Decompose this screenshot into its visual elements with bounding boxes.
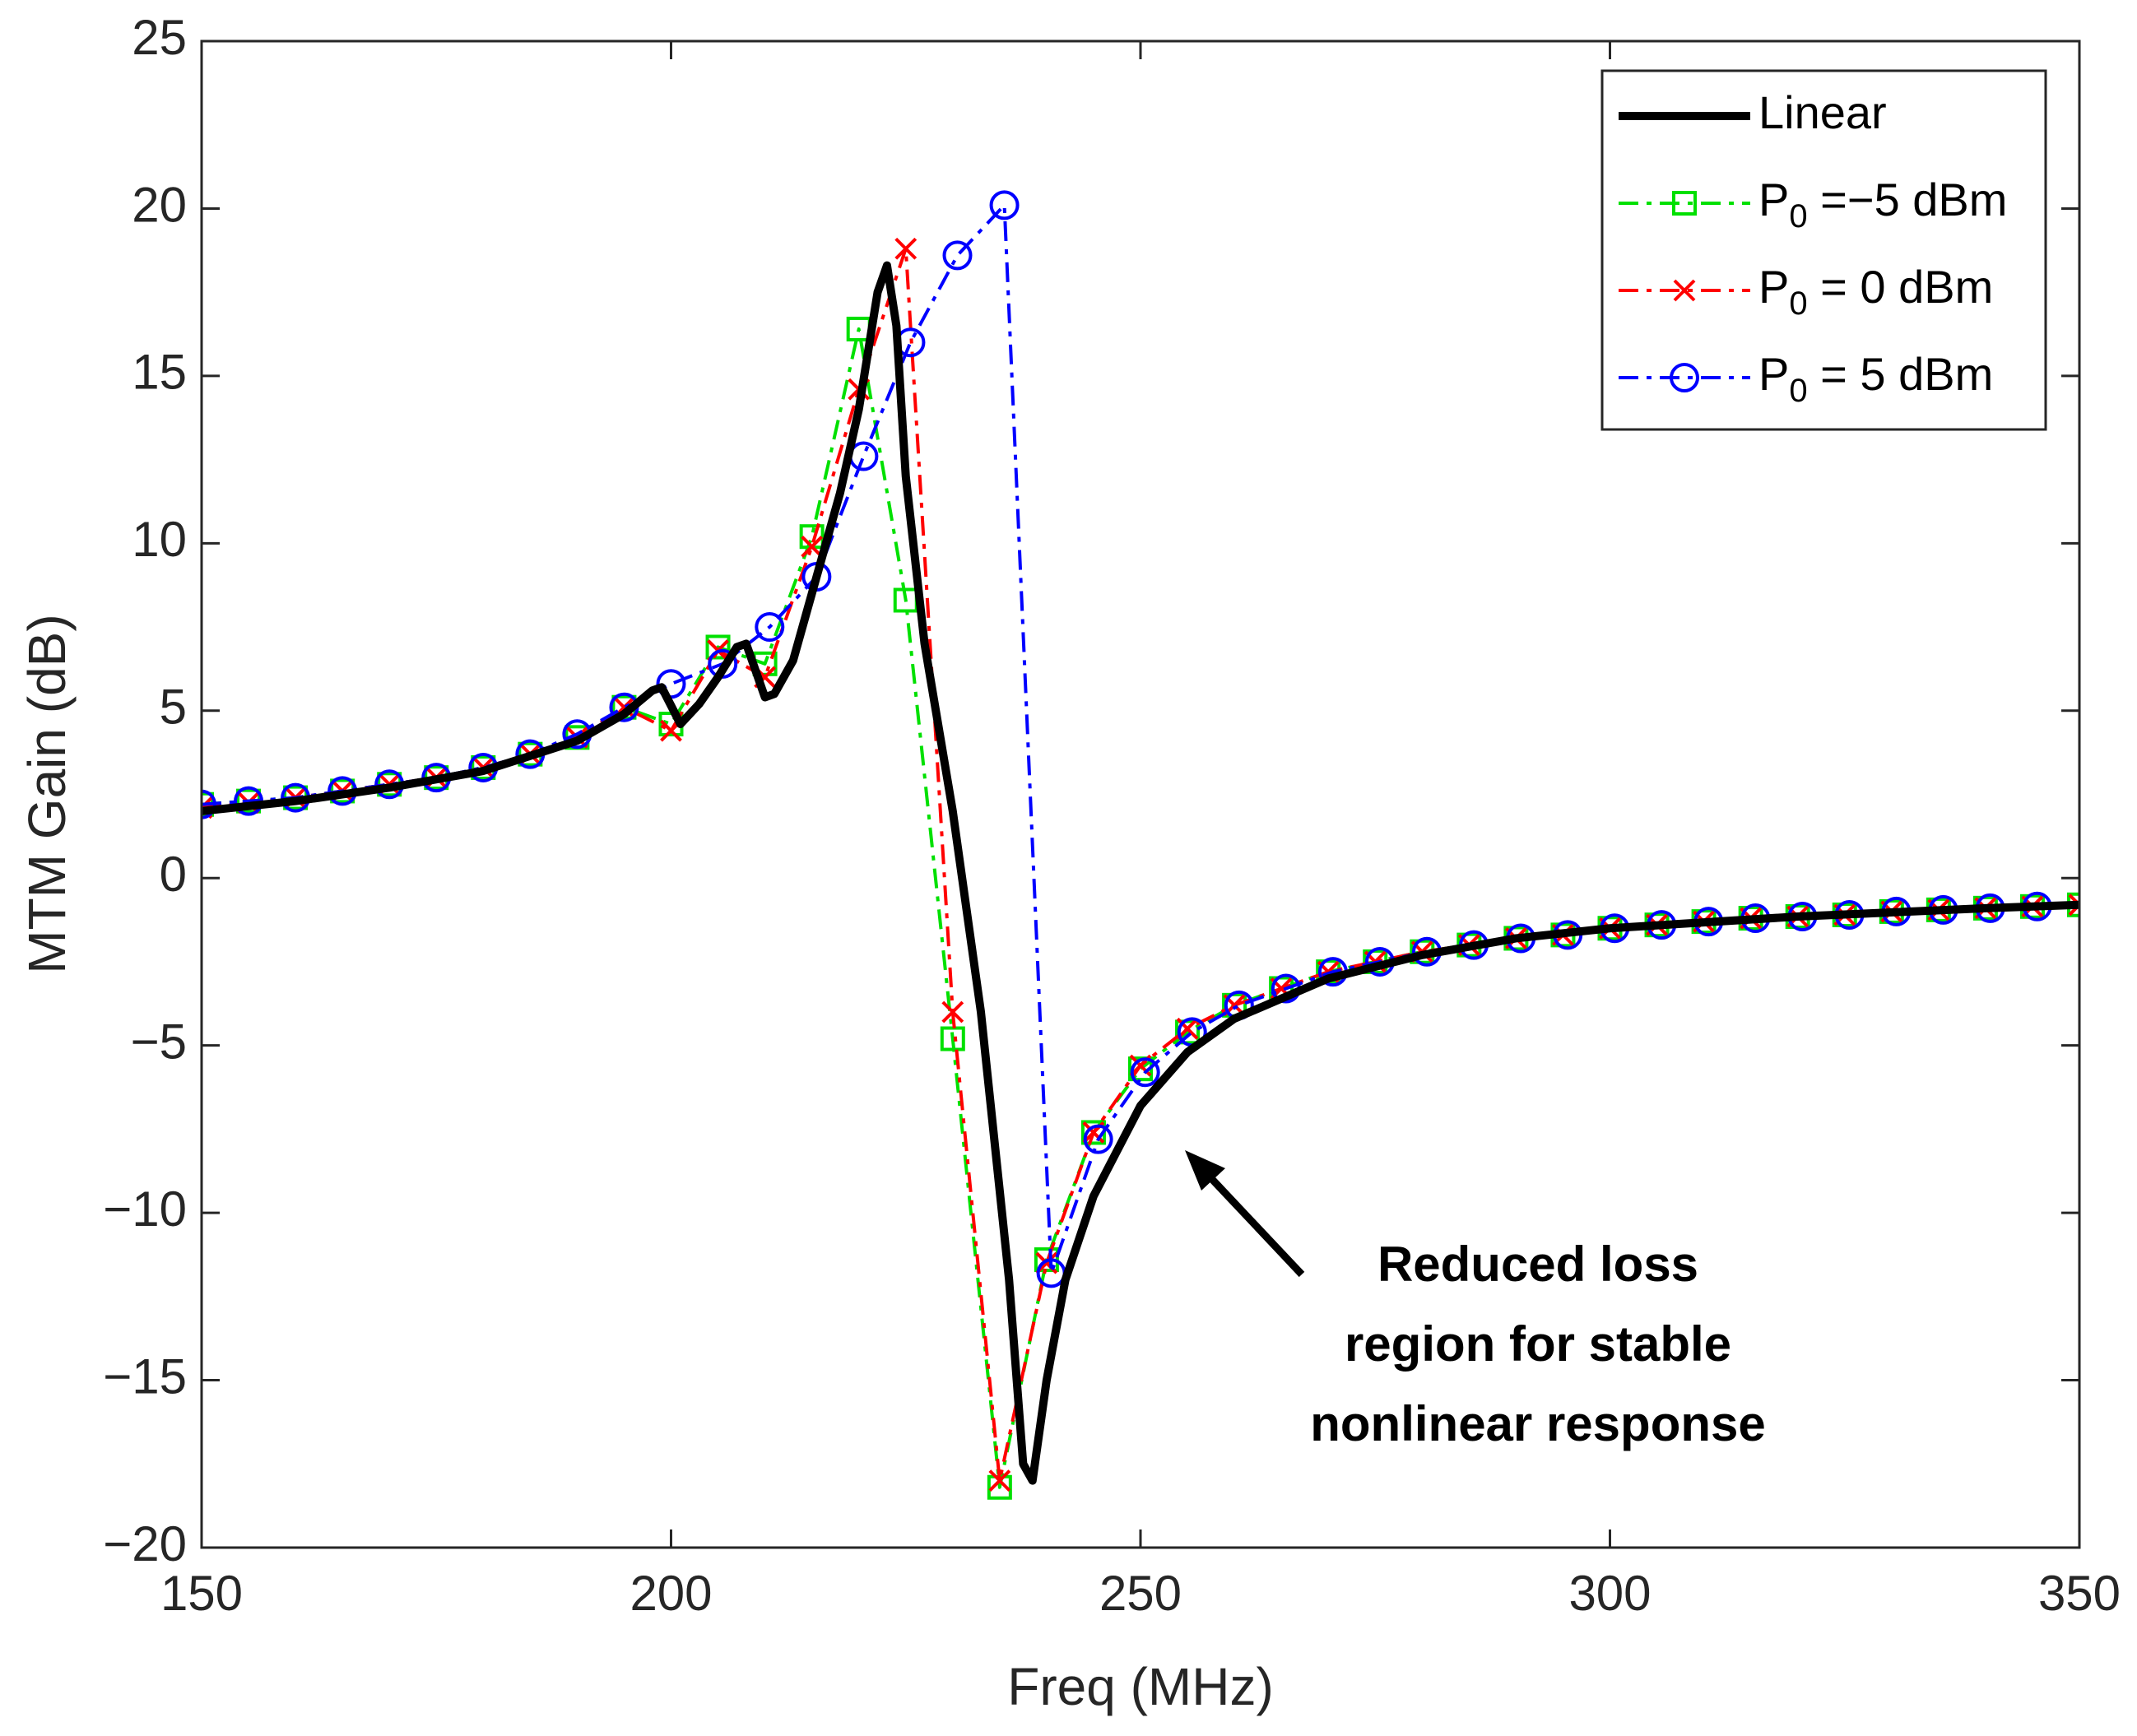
marker (1083, 1124, 1113, 1154)
y-tick-label: 25 (132, 10, 187, 65)
series-line (202, 327, 2079, 1489)
y-tick-label: 10 (132, 512, 187, 567)
marker (799, 524, 825, 550)
annotation-text: Reduced loss (1377, 1237, 1698, 1292)
marker (1673, 279, 1696, 302)
legend-label: Linear (1758, 86, 1887, 138)
y-axis-label: MTM Gain (dB) (17, 614, 77, 973)
series-line (202, 261, 2079, 1485)
y-tick-label: 0 (160, 847, 187, 902)
y-tick-label: −5 (131, 1014, 187, 1070)
marker (989, 190, 1020, 220)
y-tick-label: −15 (103, 1348, 187, 1404)
marker (2068, 894, 2079, 917)
annotation-arrowhead (1185, 1150, 1225, 1191)
y-tick-label: −20 (103, 1516, 187, 1571)
marker (755, 612, 785, 643)
marker (1672, 191, 1697, 216)
x-tick-label: 350 (2038, 1566, 2121, 1621)
marker (942, 240, 973, 271)
marker (801, 535, 824, 558)
x-tick-label: 200 (629, 1566, 712, 1621)
annotation-text: nonlinear response (1310, 1396, 1765, 1451)
y-tick-label: 5 (160, 680, 187, 735)
annotation-arrow (1205, 1172, 1305, 1278)
marker (202, 789, 216, 819)
marker (705, 634, 731, 660)
y-tick-label: 20 (132, 177, 187, 232)
plot-area (202, 190, 2079, 1500)
marker (941, 1000, 964, 1023)
legend-label: P0 = 0 dBm (1758, 261, 1993, 322)
legend-label: P0 = 5 dBm (1758, 348, 1993, 409)
x-tick-label: 150 (160, 1566, 243, 1621)
marker (894, 237, 918, 260)
legend-label: P0 =−5 dBm (1758, 174, 2007, 234)
marker (988, 1469, 1011, 1492)
marker (1670, 363, 1699, 392)
series-line (202, 247, 2079, 1483)
y-tick-label: 15 (132, 345, 187, 400)
y-tick-label: −10 (103, 1181, 187, 1237)
x-tick-label: 300 (1568, 1566, 1651, 1621)
annotation-text: region for stable (1345, 1316, 1731, 1372)
plot-frame (200, 39, 2081, 1549)
marker (1130, 1057, 1160, 1088)
x-tick-label: 250 (1099, 1566, 1182, 1621)
x-axis-label: Freq (MHz) (1007, 1657, 1274, 1716)
